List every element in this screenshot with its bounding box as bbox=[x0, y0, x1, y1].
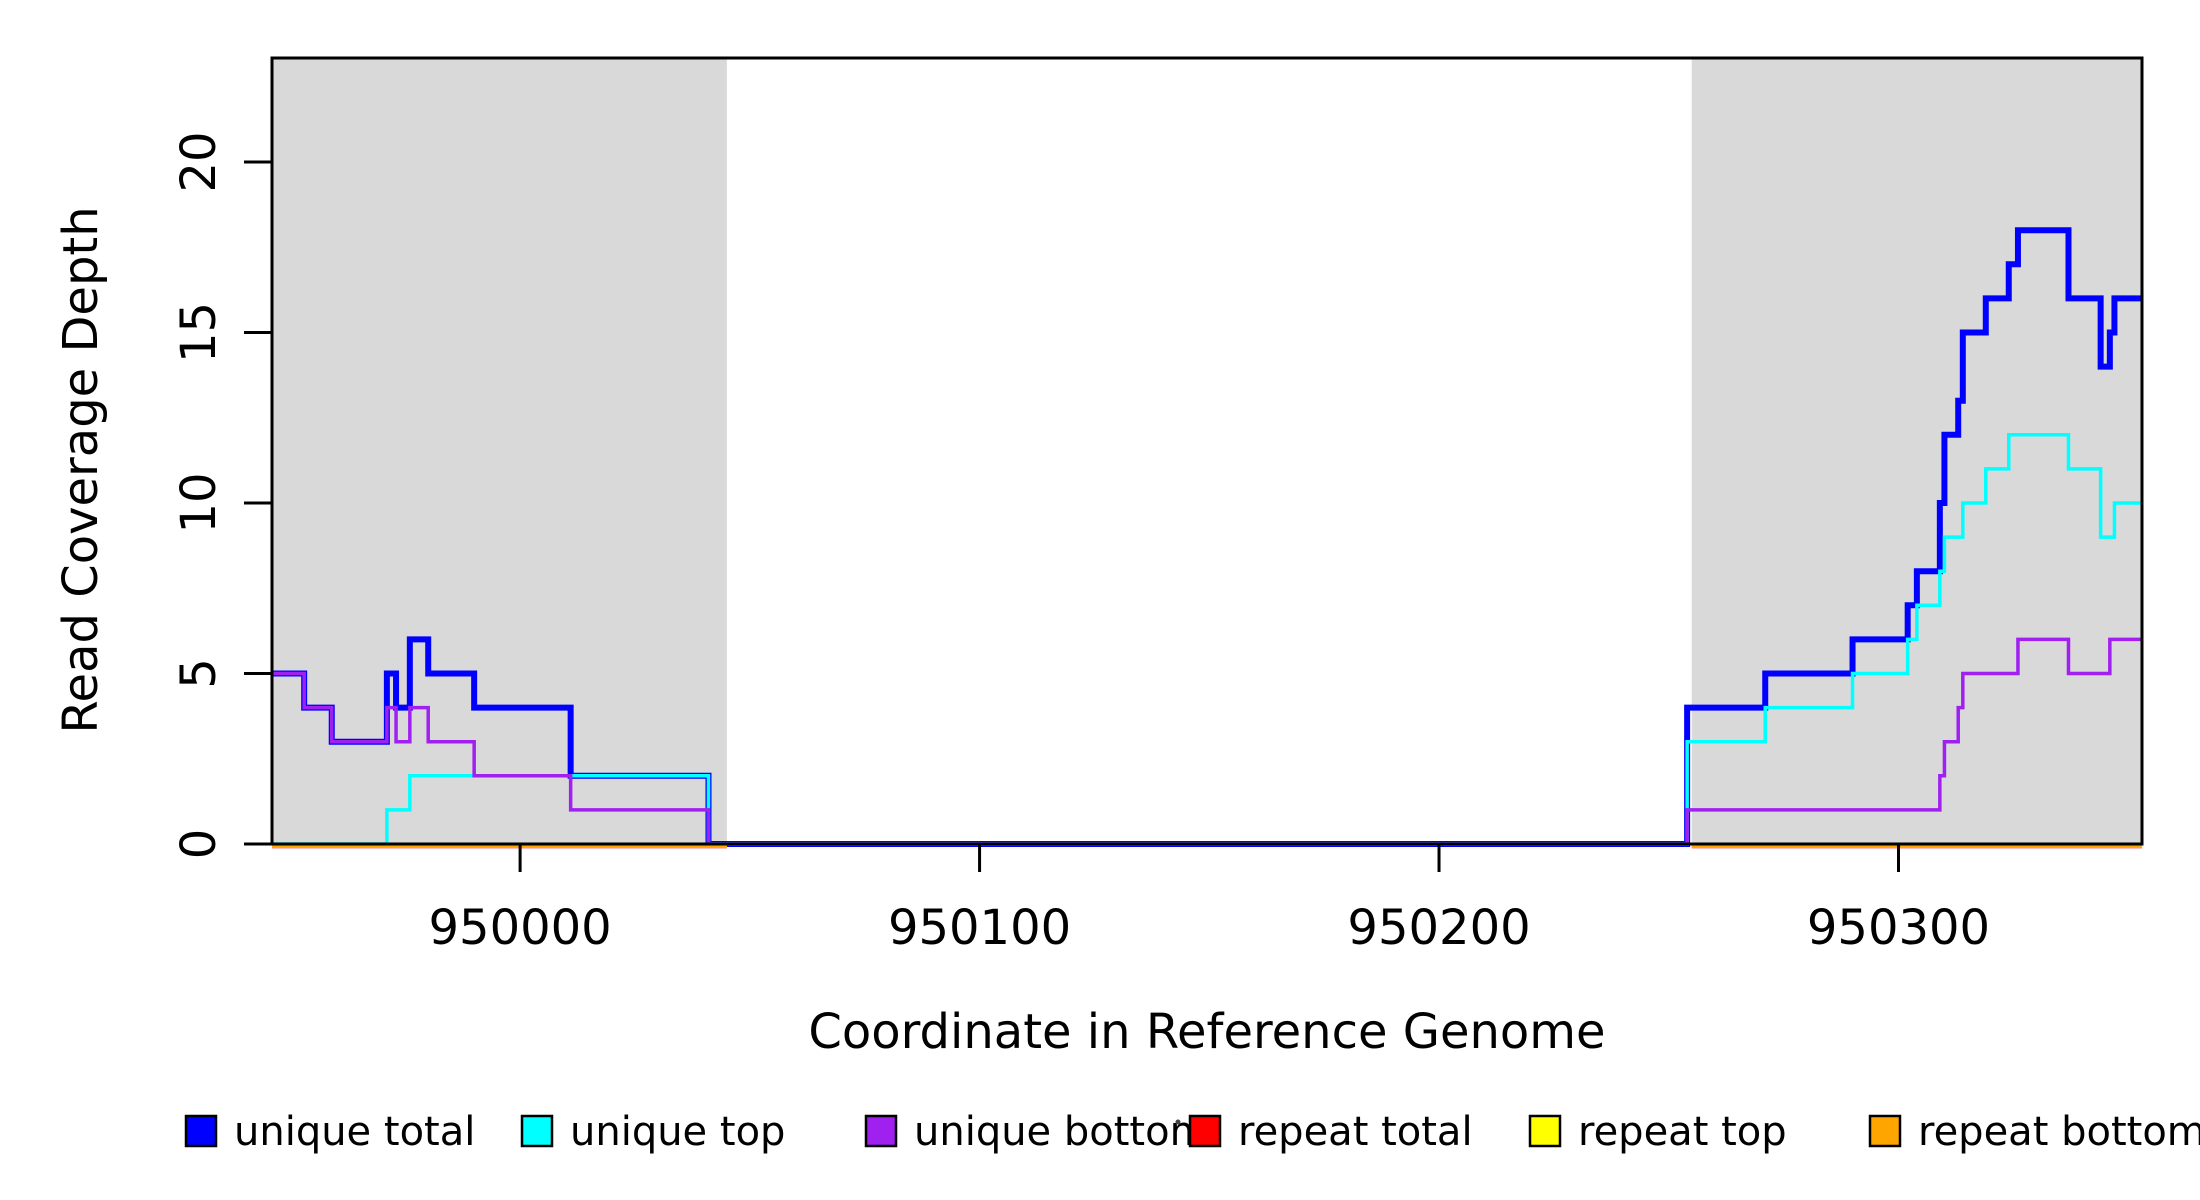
legend-item-repeat-top: repeat top bbox=[1528, 1109, 1787, 1155]
legend-label: unique total bbox=[234, 1109, 475, 1155]
series-line-unique-total bbox=[272, 227, 2142, 847]
legend-swatch-repeat-top bbox=[1528, 1114, 1562, 1148]
series-line-unique-bottom bbox=[272, 637, 2142, 846]
y-tick-label: 0 bbox=[171, 829, 227, 860]
legend-label: repeat total bbox=[1238, 1109, 1473, 1155]
legend-item-unique-total: unique total bbox=[184, 1109, 475, 1155]
legend-label: repeat bottom bbox=[1918, 1109, 2200, 1155]
x-axis-tick-labels: 950000 950100 950200 950300 bbox=[428, 900, 1990, 956]
chart-legend: unique total unique top unique bottom repea… bbox=[184, 1109, 2200, 1155]
legend-item-unique-bottom: unique bottom bbox=[864, 1109, 1209, 1155]
x-tick-label: 950200 bbox=[1347, 900, 1530, 956]
x-tick-label: 950100 bbox=[888, 900, 1071, 956]
legend-swatch-repeat-bottom bbox=[1868, 1114, 1902, 1148]
plot-box bbox=[270, 56, 2144, 846]
y-tick-label: 5 bbox=[171, 658, 227, 689]
axis-ticks bbox=[244, 160, 1900, 872]
y-tick-label: 15 bbox=[171, 302, 227, 363]
legend-label: unique bottom bbox=[914, 1109, 1209, 1155]
legend-swatch-repeat-total bbox=[1188, 1114, 1222, 1148]
y-axis-tick-labels: 0 5 10 15 20 bbox=[171, 131, 227, 859]
right-repeat-region bbox=[1691, 58, 2142, 844]
legend-item-unique-top: unique top bbox=[520, 1109, 785, 1155]
legend-swatch-unique-top bbox=[520, 1114, 554, 1148]
legend-swatch-unique-bottom bbox=[864, 1114, 898, 1148]
x-tick-label: 950300 bbox=[1807, 900, 1990, 956]
y-tick-label: 20 bbox=[171, 131, 227, 192]
legend-swatch-unique-total bbox=[184, 1114, 218, 1148]
legend-label: repeat top bbox=[1578, 1109, 1787, 1155]
x-tick-label: 950000 bbox=[428, 900, 611, 956]
legend-item-repeat-bottom: repeat bottom bbox=[1868, 1109, 2200, 1155]
x-axis-title: Coordinate in Reference Genome bbox=[808, 1004, 1605, 1060]
legend-label: unique top bbox=[570, 1109, 785, 1155]
left-repeat-region bbox=[272, 58, 727, 844]
y-axis-title: Read Coverage Depth bbox=[53, 206, 109, 733]
legend-item-repeat-total: repeat total bbox=[1188, 1109, 1473, 1155]
y-tick-label: 10 bbox=[171, 472, 227, 533]
legend-artifact-dot bbox=[1175, 1119, 1181, 1125]
repeat-region-shading bbox=[272, 58, 2142, 844]
